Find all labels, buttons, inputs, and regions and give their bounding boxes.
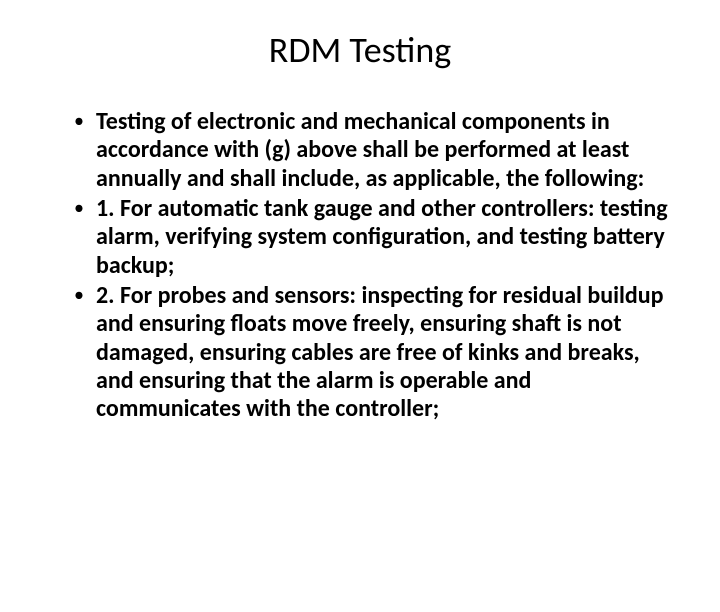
page-title: RDM Testing	[50, 28, 670, 72]
bullet-list: Testing of electronic and mechanical com…	[50, 108, 670, 423]
list-item: 1. For automatic tank gauge and other co…	[74, 195, 670, 280]
list-item: Testing of electronic and mechanical com…	[74, 108, 670, 193]
list-item: 2. For probes and sensors: inspecting fo…	[74, 282, 670, 424]
slide: RDM Testing Testing of electronic and me…	[0, 0, 720, 612]
